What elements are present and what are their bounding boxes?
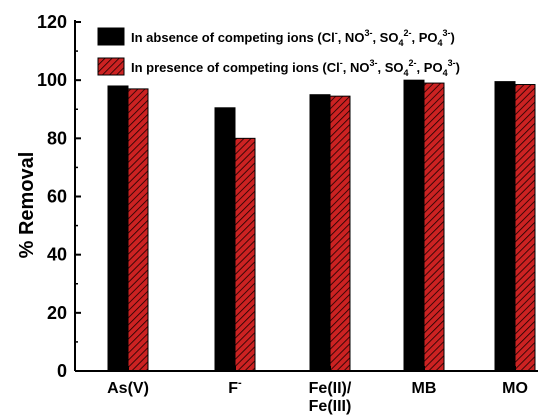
- bar-presence-1: [234, 137, 256, 372]
- legend-label-0: In absence of competing ions (Cl-, NO3-,…: [131, 28, 455, 48]
- legend-label-1: In presence of competing ions (Cl-, NO3-…: [131, 58, 460, 78]
- legend-swatch-1: [97, 57, 125, 76]
- y-tick-label: 80: [47, 128, 67, 148]
- x-tick-label: MO: [502, 380, 528, 397]
- bars: [107, 79, 536, 372]
- bar-presence-0: [127, 88, 149, 372]
- bar-presence-4: [514, 84, 536, 372]
- y-tick-label: 60: [47, 187, 67, 207]
- bar-absence-4: [494, 81, 516, 372]
- y-tick-label: 20: [47, 303, 67, 323]
- y-tick-label: 40: [47, 245, 67, 265]
- legend: In absence of competing ions (Cl-, NO3-,…: [97, 27, 460, 78]
- y-tick-label: 100: [37, 70, 67, 90]
- y-tick-label: 0: [57, 361, 67, 381]
- bar-absence-3: [403, 79, 425, 372]
- x-tick-label: MB: [412, 380, 437, 397]
- axes: 0 20 40 60 80 100 120 As(V) F- Fe(II)/Fe(III) MB MO: [37, 12, 538, 415]
- bar-presence-2: [329, 95, 351, 372]
- x-tick-label: As(V): [107, 380, 149, 397]
- x-tick-label: F-: [228, 377, 242, 397]
- y-tick-label: 120: [37, 12, 67, 32]
- y-axis-title: % Removal: [16, 152, 38, 259]
- bar-presence-3: [423, 82, 445, 372]
- x-tick-label: Fe(II)/Fe(III): [309, 380, 352, 415]
- bar-absence-2: [309, 94, 331, 372]
- bar-absence-0: [107, 85, 129, 372]
- bar-absence-1: [214, 107, 236, 372]
- legend-swatch-0: [97, 27, 125, 46]
